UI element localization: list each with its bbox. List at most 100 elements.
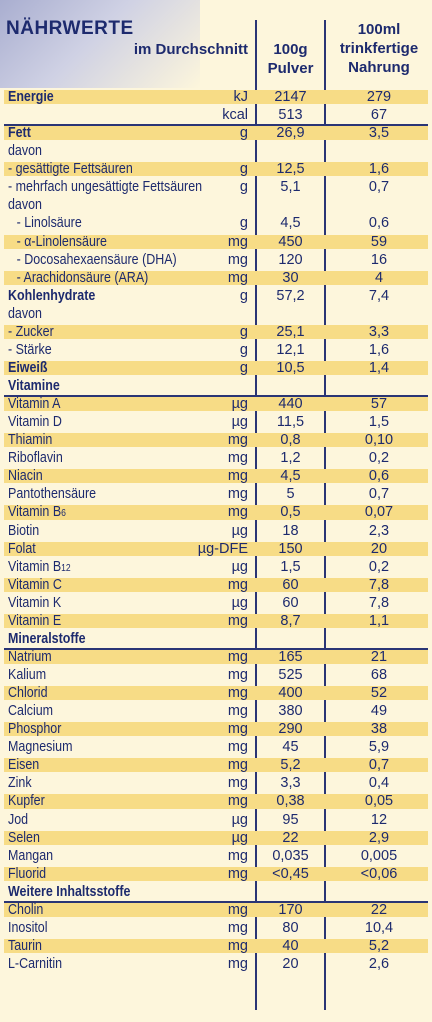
row-name: Calcium <box>8 703 54 720</box>
page-title: NÄHRWERTE <box>6 18 134 39</box>
row-unit: µg <box>231 829 248 846</box>
row-value-100g: 0,8 <box>280 432 301 449</box>
row-value-100g: 525 <box>278 667 303 683</box>
row-name: Kupfer <box>8 793 45 810</box>
table-row: davon <box>0 196 432 214</box>
row-value-100ml: 1,4 <box>368 359 390 376</box>
table-row: - gesättigte Fettsäuren g 12,5 1,6 <box>0 160 432 178</box>
row-value-100ml: 49 <box>370 703 388 720</box>
row-unit: mg <box>227 757 248 774</box>
row-value-100ml: 2,9 <box>368 829 390 846</box>
row-unit: µg <box>231 594 248 611</box>
table-row: davon <box>0 305 432 323</box>
row-value-100g: 30 <box>282 269 299 286</box>
row-name: - Linolsäure <box>16 215 82 232</box>
table-row: Riboflavin mg 1,2 0,2 <box>0 449 432 467</box>
row-value-100ml: 1,1 <box>368 612 390 629</box>
row-unit: mg <box>227 576 248 593</box>
table-row: Chlorid mg 400 52 <box>0 684 432 702</box>
row-value-100g: 18 <box>282 522 299 539</box>
row-name: Cholin <box>8 901 44 918</box>
row-value-100ml: 12 <box>370 811 388 828</box>
row-unit: mg <box>227 865 248 882</box>
row-unit: g <box>239 359 248 376</box>
table-row: - Zucker g 25,1 3,3 <box>0 323 432 341</box>
corner-gradient <box>0 0 200 88</box>
row-value-100g: 5 <box>286 486 295 503</box>
table-row: Energie kJ 2147 279 <box>0 88 432 106</box>
row-name: Weitere Inhaltsstoffe <box>8 883 131 900</box>
row-value-100g: 1,5 <box>280 558 301 575</box>
table-row: kcal 513 67 <box>0 106 432 124</box>
row-value-100g: 5,2 <box>280 757 301 774</box>
row-name-subscript: 12 <box>61 562 71 574</box>
table-row: Thiamin mg 0,8 0,10 <box>0 431 432 449</box>
row-name: Zink <box>8 775 32 792</box>
row-value-100ml: 22 <box>370 901 388 918</box>
row-name: Pantothensäure <box>8 486 97 503</box>
row-value-100g: 12,1 <box>276 341 305 358</box>
row-value-100ml: 0,4 <box>368 775 390 792</box>
row-value-100ml: 67 <box>370 107 388 124</box>
row-unit: mg <box>227 847 248 864</box>
row-unit: mg <box>227 685 248 702</box>
row-value-100g: 170 <box>278 901 303 918</box>
row-unit: kcal <box>222 107 248 124</box>
row-value-100ml: 52 <box>370 685 388 702</box>
table-row: - Linolsäure g 4,5 0,6 <box>0 214 432 232</box>
row-name: Fluorid <box>8 865 47 882</box>
row-unit: mg <box>227 233 248 250</box>
table-row: Folat µg-DFE 150 20 <box>0 540 432 558</box>
row-name: Kalium <box>8 667 47 683</box>
table-row: Phosphor mg 290 38 <box>0 720 432 738</box>
row-value-100g: 45 <box>282 739 299 756</box>
row-value-100ml: 3,5 <box>368 125 390 142</box>
row-value-100ml: 0,7 <box>368 757 390 774</box>
row-value-100g: <0,45 <box>272 865 309 882</box>
table-row: Vitamin A µg 440 57 <box>0 395 432 413</box>
row-name: Vitamin B12 <box>8 558 71 575</box>
table-row: Magnesium mg 45 5,9 <box>0 738 432 756</box>
row-name: - mehrfach ungesättigte Fettsäuren <box>8 179 203 196</box>
row-value-100ml: 0,7 <box>368 179 390 196</box>
row-value-100ml: 0,07 <box>364 504 394 521</box>
row-unit: mg <box>227 468 248 485</box>
row-name: Chlorid <box>8 685 48 702</box>
row-unit: mg <box>227 703 248 720</box>
row-name: davon <box>8 197 42 214</box>
row-name: Fett <box>8 125 31 142</box>
row-unit: mg <box>227 504 248 521</box>
table-row: - Docosahexaensäure (DHA) mg 120 16 <box>0 251 432 269</box>
table-row: Mineralstoffe <box>0 630 432 648</box>
row-value-100g: 0,035 <box>272 847 309 864</box>
row-value-100g: 57,2 <box>276 287 305 304</box>
row-value-100ml: 7,8 <box>368 576 390 593</box>
table-row: Inositol mg 80 10,4 <box>0 919 432 937</box>
table-row: Eisen mg 5,2 0,7 <box>0 756 432 774</box>
table-row: L-Carnitin mg 20 2,6 <box>0 955 432 973</box>
table-row: Vitamin C mg 60 7,8 <box>0 576 432 594</box>
table-row: Pantothensäure mg 5 0,7 <box>0 485 432 503</box>
row-name: - gesättigte Fettsäuren <box>8 161 133 178</box>
table-row: - mehrfach ungesättigte Fettsäuren g 5,1 0,… <box>0 178 432 196</box>
row-name: Folat <box>8 540 36 557</box>
row-name: Mineralstoffe <box>8 630 86 647</box>
row-value-100g: 0,38 <box>276 793 305 810</box>
row-name: Kohlenhydrate <box>8 287 96 304</box>
row-value-100ml: 2,6 <box>368 956 390 972</box>
row-value-100ml: 16 <box>370 251 388 268</box>
row-value-100ml: 0,05 <box>364 793 394 810</box>
row-value-100g: 290 <box>278 721 303 738</box>
row-value-100ml: 10,4 <box>364 919 394 936</box>
row-value-100ml: 1,5 <box>368 414 390 431</box>
row-name: Phosphor <box>8 721 62 738</box>
row-name-subscript: 6 <box>61 508 66 520</box>
table-row: Vitamine <box>0 377 432 395</box>
row-value-100g: 40 <box>282 937 299 954</box>
row-unit: mg <box>227 612 248 629</box>
table-row: Cholin mg 170 22 <box>0 900 432 919</box>
table-row: Kalium mg 525 68 <box>0 666 432 684</box>
row-value-100ml: 1,6 <box>368 161 390 178</box>
row-name: Vitamin B6 <box>8 504 66 521</box>
row-unit: mg <box>227 432 248 449</box>
